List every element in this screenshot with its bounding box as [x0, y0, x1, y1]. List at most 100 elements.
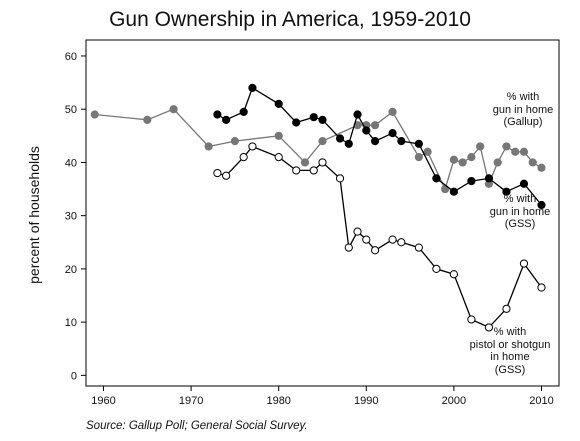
y-tick-label: 40	[65, 157, 77, 169]
data-point-2	[248, 142, 257, 151]
series-label-line: (Gallup)	[503, 116, 543, 128]
y-tick-label: 20	[65, 264, 77, 276]
data-point-0	[467, 153, 476, 162]
data-point-2	[449, 270, 458, 279]
series-label-line: % with	[503, 193, 537, 205]
x-tick-label: 2000	[442, 395, 466, 407]
data-point-0	[493, 158, 502, 167]
series-layer	[90, 83, 546, 332]
data-point-1	[519, 179, 529, 188]
data-point-2	[274, 153, 283, 162]
data-point-1	[502, 187, 511, 196]
data-point-1	[432, 174, 441, 183]
data-point-1	[309, 113, 318, 122]
data-point-0	[476, 142, 485, 151]
series-line-0	[94, 108, 542, 191]
data-point-2	[292, 166, 301, 175]
data-point-0	[300, 158, 310, 167]
y-tick-label: 0	[71, 370, 77, 382]
data-point-0	[423, 147, 432, 156]
data-point-0	[143, 115, 152, 124]
data-point-0	[458, 158, 467, 167]
data-point-1	[370, 137, 380, 146]
y-tick-label: 50	[65, 104, 77, 116]
data-point-2	[502, 304, 511, 313]
data-point-1	[537, 200, 546, 210]
data-point-1	[353, 110, 362, 119]
series-label-line: gun in home	[489, 205, 551, 218]
data-point-2	[362, 235, 371, 244]
data-point-0	[449, 155, 458, 164]
data-point-1	[274, 99, 283, 108]
data-point-0	[318, 137, 327, 146]
data-point-2	[335, 174, 345, 183]
data-point-0	[537, 163, 546, 172]
series-label-line: (GSS)	[504, 218, 536, 230]
series-label-line: in home	[490, 351, 530, 363]
data-point-1	[362, 126, 371, 135]
x-tick-label: 1960	[91, 395, 115, 407]
y-axis-label: percent of households	[26, 146, 42, 284]
data-point-0	[370, 121, 380, 130]
data-point-1	[318, 115, 327, 124]
x-tick-label: 1990	[354, 395, 378, 407]
data-point-0	[169, 105, 178, 114]
data-point-2	[432, 264, 441, 273]
data-point-2	[213, 168, 222, 178]
data-point-1	[222, 115, 231, 124]
axes: 0 10 20 30 40 50 60 1960 1970 1980 1990 2000 2010	[65, 51, 554, 407]
data-point-2	[397, 238, 406, 247]
data-point-0	[528, 158, 537, 167]
data-point-1	[292, 118, 301, 127]
data-point-2	[239, 153, 248, 162]
x-tick-label: 1970	[179, 395, 203, 407]
data-point-1	[449, 187, 458, 196]
data-point-1	[414, 139, 423, 148]
data-point-2	[353, 227, 362, 236]
series-label-gss-gun: % with gun in home (GSS)	[470, 193, 570, 231]
source-note: Source: Gallup Poll; General Social Surv…	[86, 420, 308, 432]
data-point-1	[467, 176, 476, 186]
series-label-gss-pistol: % with pistol or shotgun in home (GSS)	[455, 326, 565, 376]
data-point-1	[239, 107, 248, 116]
data-point-2	[484, 323, 494, 332]
x-tick-label: 2010	[529, 395, 553, 407]
series-label-line: pistol or shotgun	[469, 338, 551, 351]
series-label-line: % with	[506, 91, 540, 103]
data-point-2	[222, 171, 231, 180]
data-point-0	[230, 137, 240, 146]
y-tick-label: 60	[65, 51, 77, 63]
y-tick-label: 10	[65, 317, 77, 329]
series-label-line: % with	[493, 326, 527, 338]
data-point-2	[467, 315, 476, 324]
data-point-0	[414, 153, 423, 162]
data-point-1	[388, 129, 397, 138]
data-point-2	[370, 246, 380, 255]
data-point-2	[414, 243, 423, 252]
data-point-1	[213, 110, 222, 119]
data-point-2	[309, 166, 318, 175]
series-label-line: (GSS)	[494, 363, 526, 376]
data-point-0	[204, 142, 213, 151]
data-point-2	[519, 259, 529, 268]
data-point-0	[90, 110, 99, 119]
data-point-1	[335, 134, 345, 143]
data-point-0	[511, 147, 520, 156]
data-point-0	[274, 131, 283, 140]
chart-title: Gun Ownership in America, 1959-2010	[109, 8, 471, 31]
data-point-2	[537, 283, 546, 292]
data-point-0	[502, 142, 511, 151]
series-label-gallup: % with gun in home (Gallup)	[478, 91, 568, 129]
data-point-0	[388, 107, 397, 116]
data-point-1	[397, 137, 406, 146]
data-point-2	[388, 235, 397, 244]
data-point-2	[344, 243, 353, 252]
y-tick-label: 30	[65, 211, 77, 223]
data-point-1	[344, 139, 353, 148]
x-tick-label: 1980	[266, 395, 290, 407]
series-label-line: gun in home	[492, 103, 554, 116]
data-point-2	[318, 158, 327, 167]
data-point-1	[248, 83, 257, 93]
data-point-1	[484, 174, 494, 183]
